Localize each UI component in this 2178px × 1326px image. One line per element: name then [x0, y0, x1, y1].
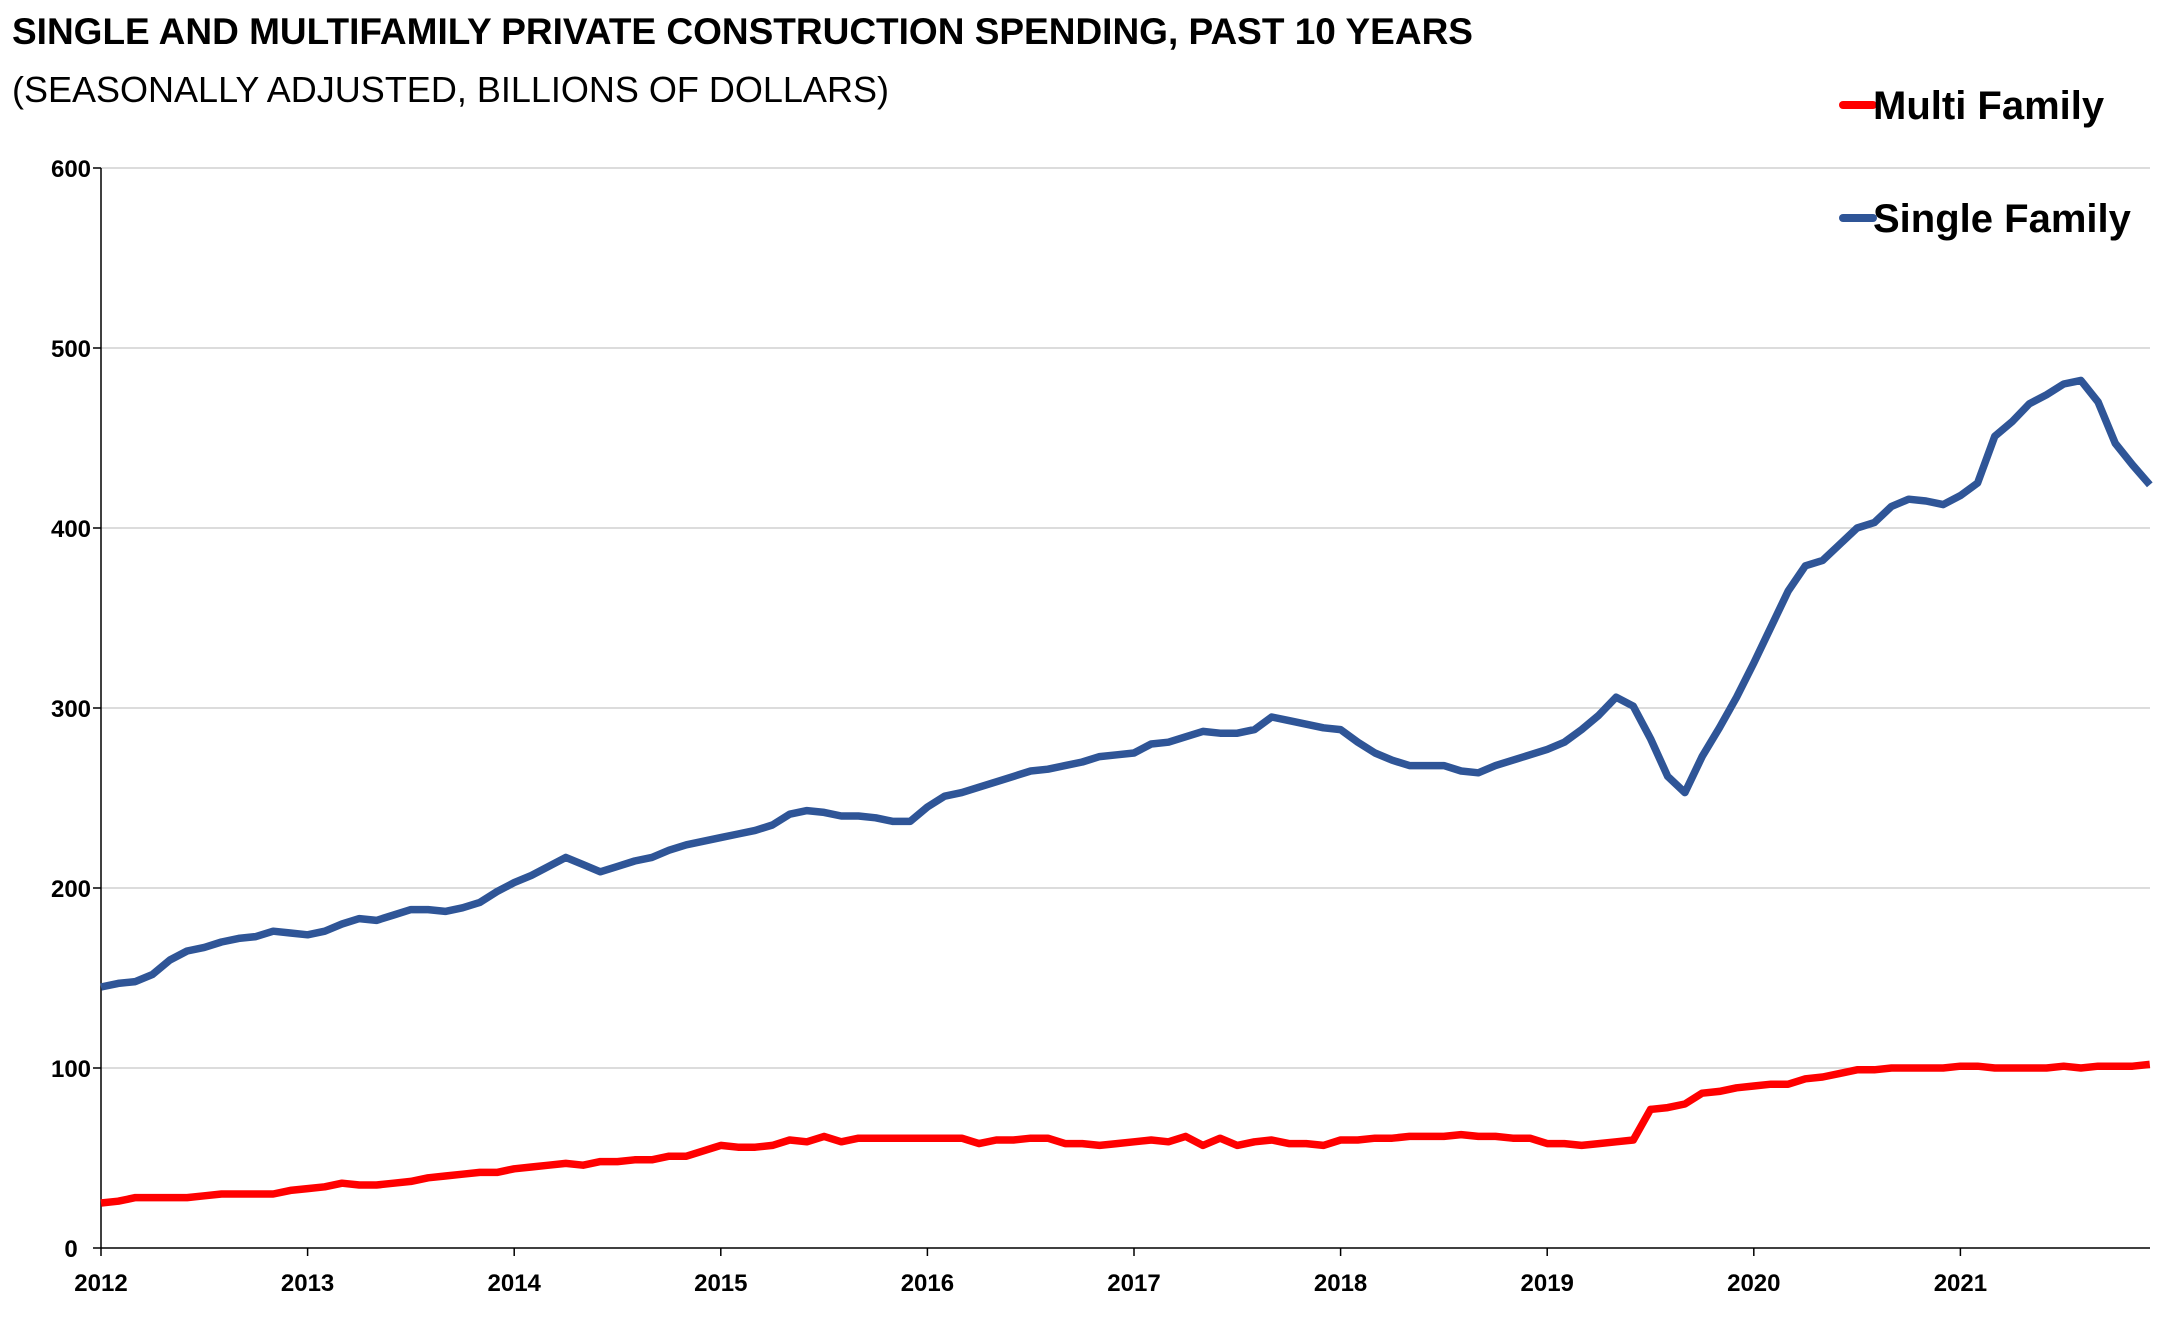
x-tick-label: 2014: [488, 1270, 542, 1297]
y-tick-label: 400: [51, 516, 91, 543]
x-tick-label: 2012: [74, 1270, 127, 1297]
x-tick-label: 2015: [694, 1270, 747, 1297]
y-axis: 0 100 200 300 400 500 600: [51, 156, 102, 1263]
chart-title: SINGLE AND MULTIFAMILY PRIVATE CONSTRUCT…: [12, 11, 1473, 52]
y-tick-label: 100: [51, 1056, 91, 1083]
y-tick-label: 600: [51, 156, 91, 183]
legend-label-single-family: Single Family: [1873, 197, 2132, 241]
x-tick-label: 2013: [281, 1270, 334, 1297]
x-tick-label: 2020: [1727, 1270, 1780, 1297]
legend: Multi Family Single Family: [1839, 84, 2132, 241]
y-tick-label: 500: [51, 336, 91, 363]
chart-subtitle: (SEASONALLY ADJUSTED, BILLIONS OF DOLLAR…: [12, 69, 889, 110]
x-tick-label: 2017: [1107, 1270, 1160, 1297]
x-axis: 2012 2013 2014 2015 2016 2017 2018 2019 2020 2021: [74, 1247, 2150, 1297]
x-tick-label: 2018: [1314, 1270, 1367, 1297]
y-tick-label: 0: [64, 1236, 77, 1263]
series-line-multi-family: [100, 1060, 2151, 1207]
legend-label-multi-family: Multi Family: [1873, 84, 2105, 128]
x-tick-label: 2019: [1521, 1270, 1574, 1297]
x-tick-label: 2021: [1934, 1270, 1987, 1297]
y-tick-label: 300: [51, 696, 91, 723]
x-tick-label: 2016: [901, 1270, 954, 1297]
gridlines: [101, 167, 2150, 1069]
series-lines: [100, 376, 2153, 1207]
series-line-single-family: [100, 376, 2153, 991]
y-tick-label: 200: [51, 876, 91, 903]
